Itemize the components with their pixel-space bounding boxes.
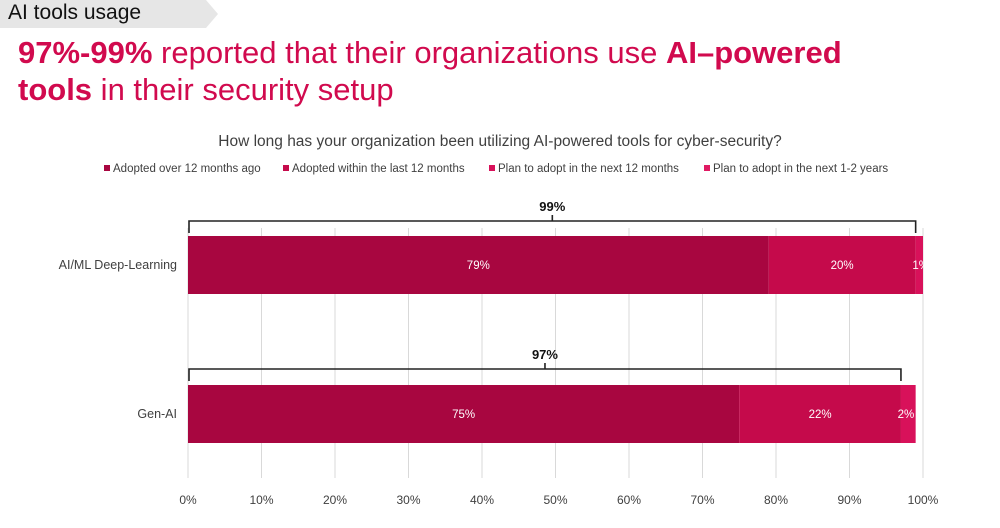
chart-bars: 79% 20% 1% 75% 22% 2% xyxy=(188,236,929,443)
headline-emphasis-1: AI–powered xyxy=(665,35,842,70)
bracket-total-label: 97% xyxy=(532,347,558,362)
data-label: 75% xyxy=(452,409,475,421)
x-tick-label: 0% xyxy=(179,493,197,507)
data-label: 22% xyxy=(809,409,832,421)
headline-tail: in their security setup xyxy=(92,72,394,107)
category-label: AI/ML Deep-Learning xyxy=(59,258,177,272)
legend-swatch-4 xyxy=(704,165,710,171)
data-label: 2% xyxy=(898,409,915,421)
bar-segment xyxy=(900,385,916,443)
legend-label-3: Plan to adopt in the next 12 months xyxy=(498,163,679,175)
x-tick-label: 90% xyxy=(837,493,861,507)
slide-headline: 97%-99% reported that their organization… xyxy=(18,34,978,108)
data-label: 1% xyxy=(912,260,929,272)
chart-title: How long has your organization been util… xyxy=(218,133,782,150)
x-tick-label: 80% xyxy=(764,493,788,507)
bar-segment xyxy=(768,236,916,294)
x-tick-label: 30% xyxy=(396,493,420,507)
chart-x-ticks: 0% 10% 20% 30% 40% 50% 60% 70% 80% 90% 100% xyxy=(179,493,938,507)
legend-label-2: Adopted within the last 12 months xyxy=(292,163,465,175)
x-tick-label: 40% xyxy=(470,493,494,507)
headline-middle: reported that their organizations use xyxy=(152,35,666,70)
headline-lead: 97%-99% xyxy=(18,35,153,70)
legend-label-4: Plan to adopt in the next 1-2 years xyxy=(713,163,888,175)
x-tick-label: 50% xyxy=(543,493,567,507)
x-tick-label: 20% xyxy=(323,493,347,507)
category-label: Gen-AI xyxy=(137,407,177,421)
bar-segment xyxy=(915,236,923,294)
chart-legend: Adopted over 12 months ago Adopted within… xyxy=(104,163,888,175)
x-tick-label: 100% xyxy=(908,493,939,507)
bar-segment xyxy=(188,385,740,443)
data-label: 20% xyxy=(831,260,854,272)
x-tick-label: 10% xyxy=(249,493,273,507)
section-tag-label: AI tools usage xyxy=(8,1,142,24)
headline-emphasis-2: tools xyxy=(18,72,93,107)
total-bracket xyxy=(188,363,902,381)
x-tick-label: 60% xyxy=(617,493,641,507)
total-bracket xyxy=(188,215,917,233)
data-label: 79% xyxy=(467,260,490,272)
chart-brackets: 99% 97% xyxy=(188,199,917,381)
section-tag: AI tools usage xyxy=(0,0,218,28)
legend-swatch-1 xyxy=(104,165,110,171)
bar-segment xyxy=(188,236,769,294)
legend-label-1: Adopted over 12 months ago xyxy=(113,163,261,175)
legend-swatch-3 xyxy=(489,165,495,171)
x-tick-label: 70% xyxy=(690,493,714,507)
bar-segment xyxy=(739,385,901,443)
chart-category-labels: AI/ML Deep-Learning Gen-AI xyxy=(59,258,177,421)
bracket-total-label: 99% xyxy=(539,199,565,214)
legend-swatch-2 xyxy=(283,165,289,171)
